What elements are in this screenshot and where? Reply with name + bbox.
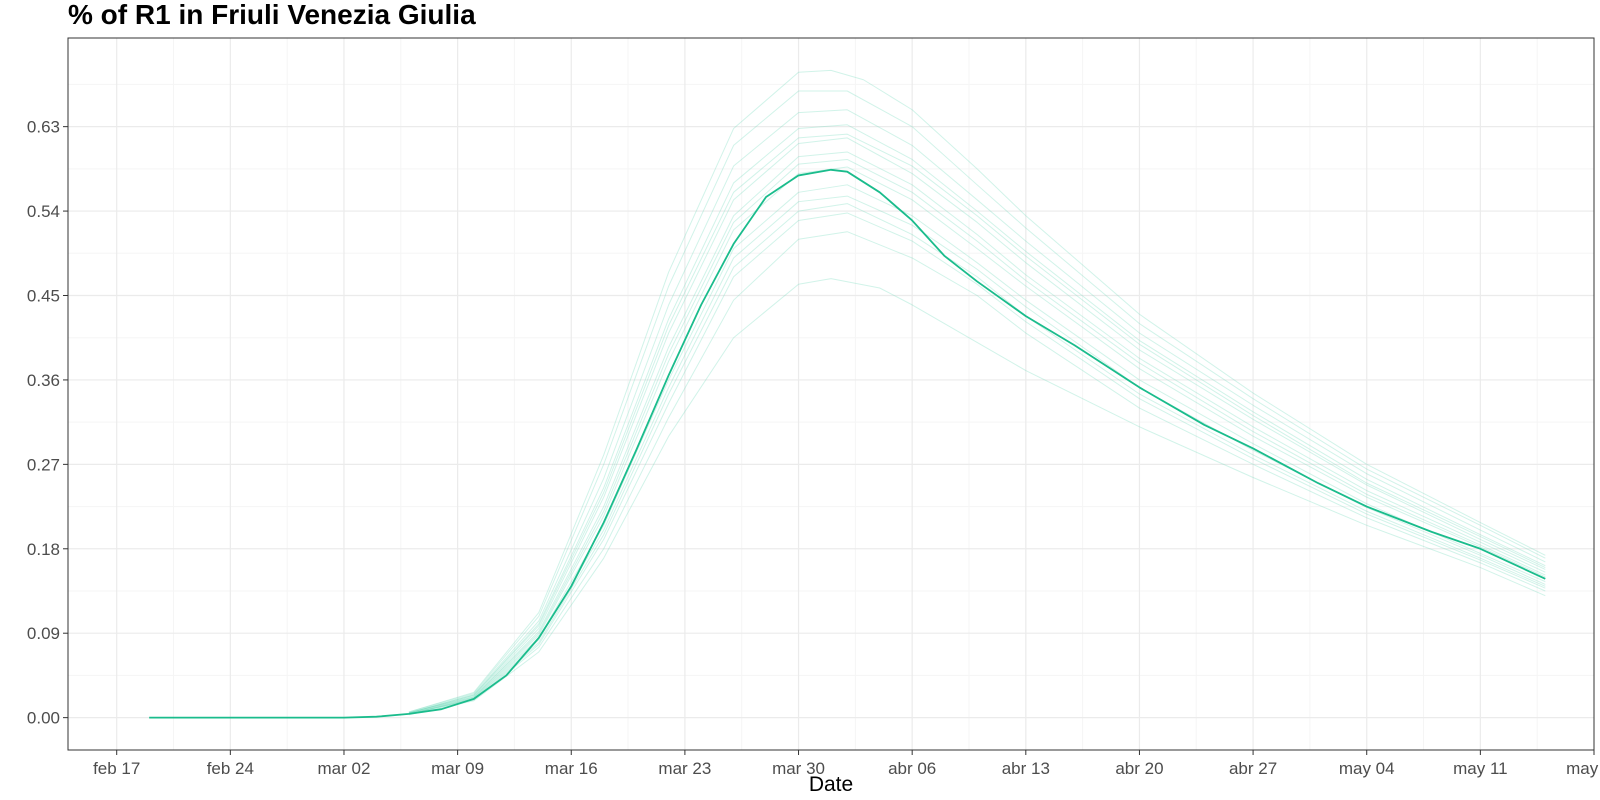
ensemble-line-11 <box>408 69 1546 713</box>
x-tick-label: abr 06 <box>888 759 936 778</box>
x-tick-label: may 04 <box>1339 759 1395 778</box>
x-tick-label: mar 09 <box>431 759 484 778</box>
y-tick-label: 0.63 <box>27 118 60 137</box>
x-tick-label: abr 27 <box>1229 759 1277 778</box>
ensemble-line-10 <box>408 90 1546 713</box>
chart-title: % of R1 in Friuli Venezia Giulia <box>68 0 476 30</box>
y-axis: 0.00 0.09 0.18 0.27 0.36 0.45 0.54 0.63 <box>27 118 68 728</box>
ensemble-line-4 <box>408 184 1546 715</box>
series-layer <box>149 69 1546 719</box>
ensemble-line-1 <box>408 278 1546 716</box>
x-tick-label: mar 30 <box>772 759 825 778</box>
ensemble-line-9 <box>408 109 1546 714</box>
x-tick-label: mar 02 <box>318 759 371 778</box>
ensemble-line-15 <box>408 212 1546 715</box>
plot-panel <box>68 38 1594 750</box>
ensemble-line-12 <box>408 133 1546 714</box>
ensemble-line-7 <box>408 137 1546 714</box>
x-tick-label: abr 20 <box>1115 759 1163 778</box>
y-tick-label: 0.09 <box>27 624 60 643</box>
ensemble-line-6 <box>408 151 1546 714</box>
ensemble-line-8 <box>408 124 1546 714</box>
y-tick-label: 0.18 <box>27 540 60 559</box>
y-tick-label: 0.36 <box>27 371 60 390</box>
x-axis-title: Date <box>809 773 853 796</box>
x-tick-label: feb 24 <box>207 759 254 778</box>
grid-minor <box>68 38 1594 750</box>
grid-major <box>68 38 1594 750</box>
ensemble-line-14 <box>408 158 1546 714</box>
x-tick-label: mar 16 <box>545 759 598 778</box>
ensemble-line-2 <box>408 231 1546 715</box>
main-series-line <box>149 168 1546 719</box>
y-tick-label: 0.45 <box>27 287 60 306</box>
x-tick-label: mar 23 <box>658 759 711 778</box>
ensemble-line-5 <box>408 166 1546 715</box>
ensemble-line-3 <box>408 203 1546 715</box>
y-tick-label: 0.54 <box>27 202 60 221</box>
x-axis: feb 17 feb 24 mar 02 mar 09 mar 16 mar 23 mar … <box>93 750 1600 778</box>
y-tick-label: 0.27 <box>27 455 60 474</box>
y-tick-label: 0.00 <box>27 709 60 728</box>
x-tick-label: may 11 <box>1453 759 1508 778</box>
x-tick-label: may 18 <box>1566 759 1600 778</box>
plot-panel-border <box>67 37 1595 751</box>
x-tick-label: feb 17 <box>93 759 140 778</box>
x-tick-label: abr 13 <box>1002 759 1050 778</box>
